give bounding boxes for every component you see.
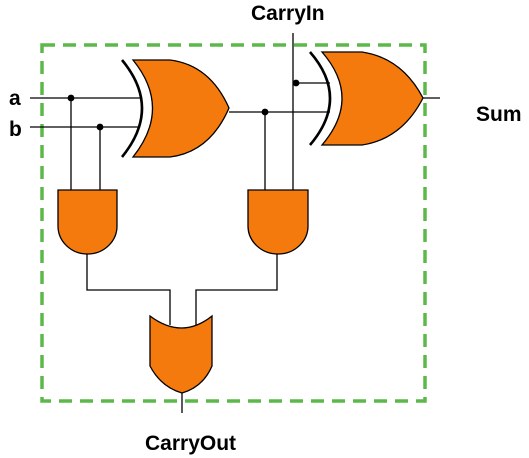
wire-and2-to-or: [195, 252, 278, 325]
label-carryin: CarryIn: [251, 2, 325, 25]
label-carryout: CarryOut: [145, 432, 236, 455]
module-boundary: [40, 43, 427, 403]
wires: [30, 33, 440, 413]
junction-xor1-out: [261, 108, 269, 116]
wire-and1-to-or: [86, 252, 171, 325]
label-sum: Sum: [476, 103, 522, 126]
label-b: b: [9, 118, 22, 141]
label-a: a: [9, 87, 21, 110]
or-gate: [149, 314, 213, 394]
and-gate-1: [57, 189, 118, 255]
and-gate-2: [247, 189, 309, 255]
xor-gate-2: [309, 51, 424, 146]
junction-a: [67, 94, 75, 102]
junction-carryin: [292, 79, 300, 87]
xor-gate-1: [120, 59, 230, 158]
junction-b: [96, 123, 104, 131]
